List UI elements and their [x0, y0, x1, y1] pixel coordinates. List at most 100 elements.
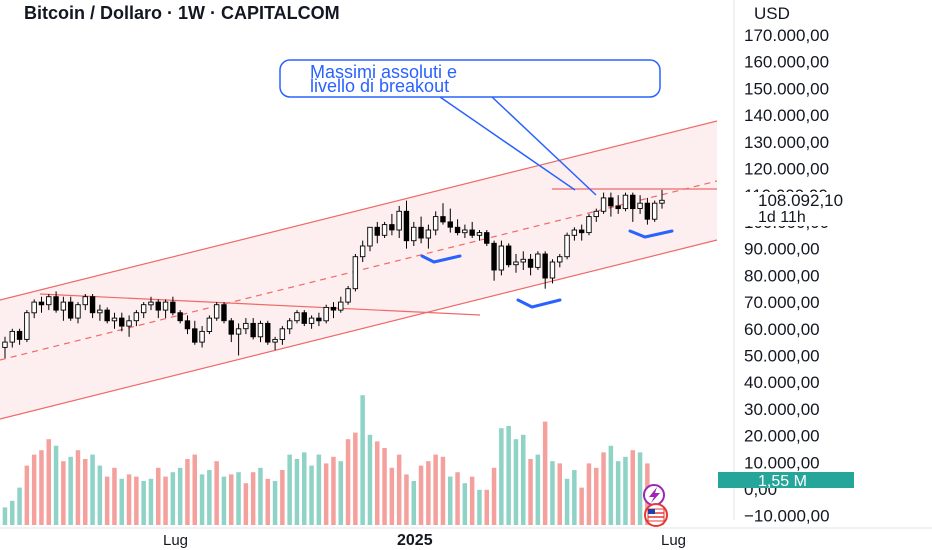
candle[interactable]	[67, 296, 74, 321]
candle[interactable]	[593, 208, 599, 222]
candle[interactable]	[192, 320, 198, 345]
scale-menu-button[interactable]	[910, 8, 922, 20]
candle[interactable]	[557, 254, 563, 268]
candle[interactable]	[367, 226, 373, 252]
candle[interactable]	[31, 299, 37, 319]
candle[interactable]	[16, 328, 23, 345]
candle[interactable]	[651, 200, 658, 222]
candle[interactable]	[199, 326, 205, 348]
candle[interactable]	[403, 200, 410, 249]
candle[interactable]	[454, 219, 461, 236]
candle[interactable]	[250, 318, 256, 340]
lightning-icon[interactable]	[643, 484, 665, 506]
candle[interactable]	[330, 302, 337, 319]
candle[interactable]	[162, 299, 169, 319]
candle[interactable]	[38, 296, 45, 313]
candle[interactable]	[622, 192, 629, 212]
candle[interactable]	[527, 254, 534, 276]
candle[interactable]	[491, 240, 497, 281]
candle[interactable]	[126, 315, 132, 337]
candle[interactable]	[600, 192, 607, 214]
candle[interactable]	[440, 203, 446, 225]
candle[interactable]	[352, 254, 359, 292]
candle[interactable]	[46, 294, 52, 311]
channel-mid-line[interactable]	[0, 180, 718, 361]
candle[interactable]	[476, 230, 483, 241]
candle[interactable]	[97, 304, 103, 321]
candle[interactable]	[659, 189, 665, 209]
candle[interactable]	[24, 310, 30, 343]
candle[interactable]	[345, 286, 351, 305]
candle[interactable]	[615, 195, 621, 214]
candle[interactable]	[308, 315, 315, 329]
candle[interactable]	[82, 294, 88, 311]
candle[interactable]	[221, 302, 227, 324]
candle[interactable]	[119, 312, 125, 332]
candle[interactable]	[542, 251, 548, 289]
candle[interactable]	[535, 251, 541, 270]
candle[interactable]	[294, 310, 300, 324]
candle[interactable]	[316, 312, 322, 327]
candle[interactable]	[60, 296, 67, 321]
candle[interactable]	[104, 307, 110, 324]
candle[interactable]	[279, 326, 286, 345]
candle[interactable]	[484, 230, 490, 246]
candle[interactable]	[235, 323, 242, 356]
candle[interactable]	[469, 221, 475, 238]
old-trendline[interactable]	[39, 293, 481, 316]
candle[interactable]	[75, 302, 81, 324]
candle[interactable]	[338, 296, 344, 313]
channel-upper-line[interactable]	[0, 120, 718, 301]
candle[interactable]	[359, 240, 366, 262]
candle[interactable]	[505, 243, 512, 268]
candle[interactable]	[513, 254, 519, 273]
candle[interactable]	[323, 304, 329, 324]
candle[interactable]	[228, 318, 234, 343]
candle[interactable]	[571, 227, 578, 241]
candle[interactable]	[411, 221, 417, 246]
candle[interactable]	[89, 294, 96, 319]
candle[interactable]	[578, 224, 585, 241]
candle[interactable]	[389, 213, 395, 236]
candle[interactable]	[447, 208, 453, 233]
candle[interactable]	[608, 192, 614, 217]
candle[interactable]	[425, 224, 432, 249]
candle[interactable]	[9, 328, 15, 348]
candle[interactable]	[301, 310, 307, 327]
candle[interactable]	[396, 205, 402, 238]
candle[interactable]	[170, 296, 176, 316]
candle[interactable]	[418, 216, 424, 244]
candle[interactable]	[184, 315, 191, 335]
candle[interactable]	[462, 224, 468, 238]
candle[interactable]	[586, 213, 592, 236]
candle[interactable]	[155, 299, 161, 319]
candle[interactable]	[381, 221, 388, 238]
candle[interactable]	[644, 197, 651, 225]
candle[interactable]	[432, 211, 439, 236]
candle[interactable]	[133, 310, 140, 327]
candle[interactable]	[140, 302, 147, 319]
candle[interactable]	[243, 318, 249, 335]
candle[interactable]	[498, 240, 505, 276]
us-flag-icon[interactable]	[644, 503, 668, 527]
candle[interactable]	[148, 296, 154, 311]
annotation-callout[interactable]	[279, 59, 661, 98]
candle[interactable]	[630, 192, 636, 222]
candle[interactable]	[206, 315, 213, 335]
candle[interactable]	[111, 312, 118, 329]
channel-lower-line[interactable]	[0, 239, 718, 420]
candle[interactable]	[177, 310, 183, 324]
candle[interactable]	[272, 336, 278, 351]
candle[interactable]	[2, 336, 8, 359]
candle[interactable]	[286, 318, 293, 335]
candle[interactable]	[53, 291, 59, 313]
candle[interactable]	[564, 232, 570, 260]
candle[interactable]	[520, 251, 526, 270]
candle[interactable]	[257, 320, 264, 343]
candle[interactable]	[637, 195, 643, 214]
candle[interactable]	[374, 221, 380, 244]
candle[interactable]	[549, 259, 556, 284]
candle[interactable]	[265, 320, 271, 345]
candle[interactable]	[213, 302, 220, 321]
